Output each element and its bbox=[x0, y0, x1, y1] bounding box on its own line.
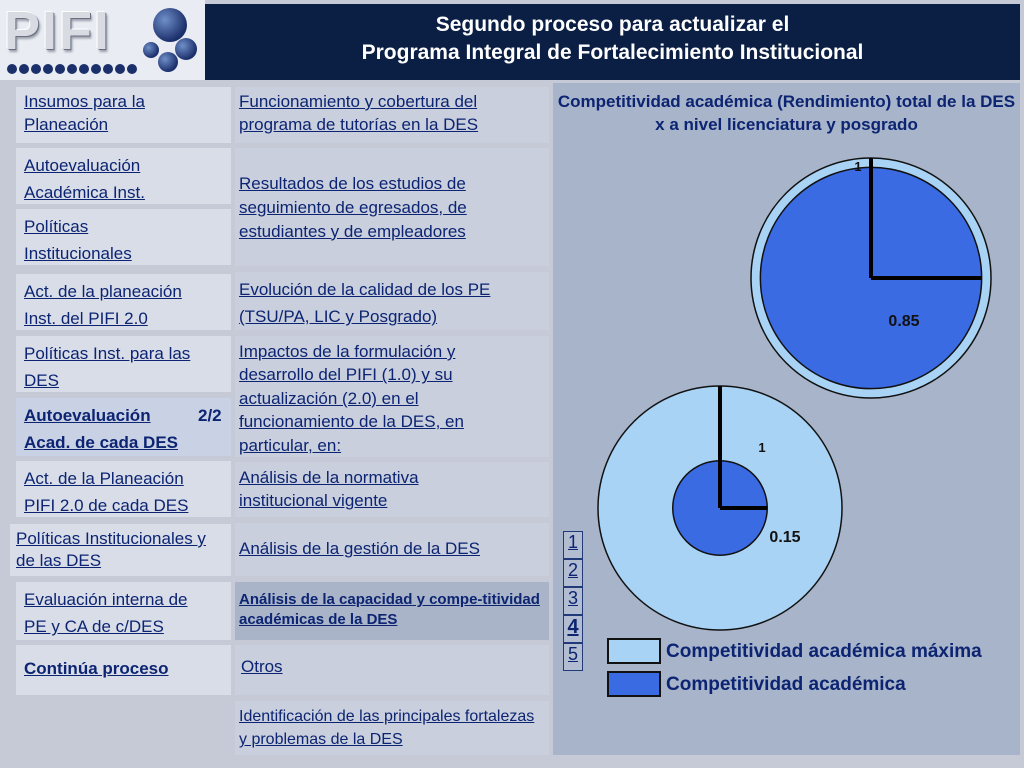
nav-insumos-planeacion[interactable]: Insumos para la Planeación bbox=[16, 87, 231, 143]
page-header: Segundo proceso para actualizar el Progr… bbox=[205, 4, 1020, 80]
legend-label-max: Competitividad académica máxima bbox=[666, 641, 982, 662]
nav-resultados-estudios[interactable]: Resultados de los estudios de seguimient… bbox=[235, 148, 549, 266]
nav-evolucion-calidad-pe[interactable]: Evolución de la calidad de los PE (TSU/P… bbox=[235, 272, 549, 330]
nav-politicas-institucionales[interactable]: Políticas Institucionales bbox=[16, 209, 231, 265]
logo-dot bbox=[175, 38, 197, 60]
nav-identificacion-fortalezas[interactable]: Identificación de las principales fortal… bbox=[235, 701, 549, 755]
page-link-4[interactable]: 4 bbox=[563, 615, 583, 643]
nav-page-indicator: 2/2 bbox=[198, 406, 222, 425]
header-title-line1: Segundo proceso para actualizar el bbox=[435, 13, 790, 36]
logo-dot bbox=[153, 8, 187, 42]
legend-swatch-max bbox=[607, 638, 661, 664]
nav-continua-proceso[interactable]: Continúa proceso bbox=[16, 645, 231, 695]
nav-funcionamiento-tutorias[interactable]: Funcionamiento y cobertura del programa … bbox=[235, 87, 549, 143]
nav-autoevaluacion-acad-des[interactable]: Autoevaluación 2/2 Acad. de cada DES bbox=[16, 398, 231, 456]
logo-text: PIFI bbox=[4, 1, 112, 61]
nav-autoevaluacion-academica-inst[interactable]: Autoevaluación Académica Inst. bbox=[16, 148, 231, 204]
logo-dots-row bbox=[6, 62, 156, 74]
nav-politicas-inst-des[interactable]: Políticas Inst. para las DES bbox=[16, 336, 231, 392]
nav-analisis-gestion[interactable]: Análisis de la gestión de la DES bbox=[235, 523, 549, 576]
page-link-3[interactable]: 3 bbox=[563, 587, 583, 615]
nav-otros[interactable]: Otros bbox=[235, 645, 549, 695]
nav-autoevaluacion-label-a: Autoevaluación bbox=[24, 406, 151, 425]
nav-autoevaluacion-label-b: Acad. de cada DES bbox=[24, 433, 179, 453]
header-title-line2: Programa Integral de Fortalecimiento Ins… bbox=[361, 41, 864, 64]
nav-analisis-capacidad[interactable]: Análisis de la capacidad y compe-titivid… bbox=[235, 582, 549, 640]
nav-analisis-normativa[interactable]: Análisis de la normativa institucional v… bbox=[235, 462, 549, 517]
legend-label-actual: Competitividad académica bbox=[666, 674, 906, 695]
page-link-5[interactable]: 5 bbox=[563, 643, 583, 671]
logo-dot bbox=[158, 52, 178, 72]
page-link-2[interactable]: 2 bbox=[563, 559, 583, 587]
page-link-1[interactable]: 1 bbox=[563, 531, 583, 559]
nav-impactos-pifi[interactable]: Impactos de la formulación y desarrollo … bbox=[235, 336, 549, 457]
logo-dot bbox=[143, 42, 159, 58]
chart-title: Competitividad académica (Rendimiento) t… bbox=[557, 92, 1016, 134]
nav-politicas-institucionales-des[interactable]: Políticas Institucionales y de las DES bbox=[10, 524, 231, 576]
pifi-logo: PIFI bbox=[0, 0, 205, 80]
legend-swatch-actual bbox=[607, 671, 661, 697]
nav-act-planeacion-inst[interactable]: Act. de la planeación Inst. del PIFI 2.0 bbox=[16, 274, 231, 330]
nav-act-planeacion-pifi-des[interactable]: Act. de la Planeación PIFI 2.0 de cada D… bbox=[16, 461, 231, 517]
nav-evaluacion-interna[interactable]: Evaluación interna de PE y CA de c/DES bbox=[16, 582, 231, 640]
